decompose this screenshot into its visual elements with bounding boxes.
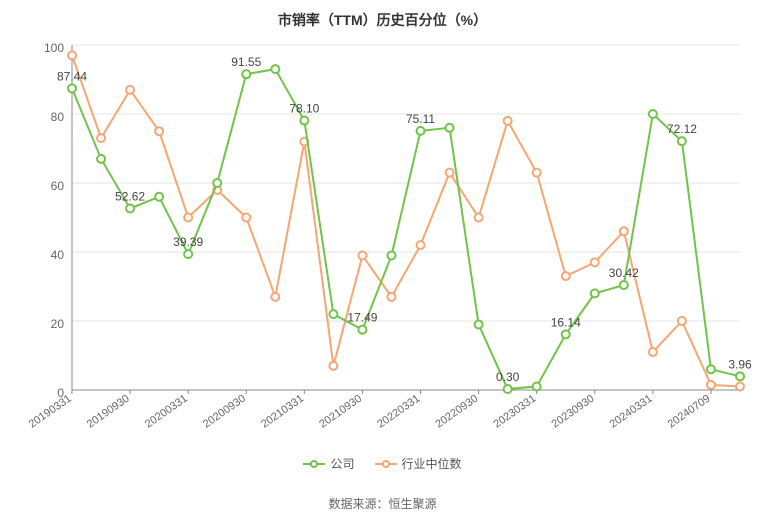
svg-text:20240709: 20240709 [666,393,713,431]
legend-swatch [375,459,397,469]
svg-text:20200331: 20200331 [143,393,190,431]
svg-text:20200930: 20200930 [201,393,248,431]
svg-text:30.42: 30.42 [609,266,639,280]
legend-swatch [303,459,325,469]
svg-text:75.11: 75.11 [406,112,435,126]
svg-text:40: 40 [51,248,65,262]
legend-item-0[interactable]: 公司 [303,455,354,472]
svg-text:100: 100 [44,41,64,55]
svg-text:87.44: 87.44 [57,69,87,83]
svg-text:0.30: 0.30 [496,370,520,384]
svg-text:16.14: 16.14 [551,315,581,329]
legend-item-1[interactable]: 行业中位数 [375,455,462,472]
svg-text:60: 60 [51,179,65,193]
svg-text:80: 80 [51,110,65,124]
svg-text:3.96: 3.96 [728,357,752,371]
svg-text:20: 20 [51,317,65,331]
svg-text:20190331: 20190331 [27,393,74,431]
chart-source: 数据来源：恒生聚源 [0,495,765,512]
chart-plot-area: 0204060801002019033120190930202003312020… [0,0,765,450]
svg-text:20230930: 20230930 [550,393,597,431]
svg-text:20240331: 20240331 [608,393,655,431]
svg-text:20220930: 20220930 [433,393,480,431]
svg-text:20230331: 20230331 [491,393,538,431]
legend-label: 行业中位数 [402,455,462,472]
svg-text:20220331: 20220331 [375,393,422,431]
svg-text:17.49: 17.49 [347,311,377,325]
legend-label: 公司 [330,455,354,472]
svg-text:91.55: 91.55 [231,55,261,69]
svg-text:72.12: 72.12 [667,122,697,136]
svg-text:20210930: 20210930 [317,393,364,431]
svg-text:39.39: 39.39 [173,235,203,249]
chart-legend: 公司 行业中位数 [0,455,765,474]
chart-container: 市销率（TTM）历史百分位（%） 02040608010020190331201… [0,0,765,517]
svg-text:78.10: 78.10 [289,102,319,116]
svg-text:52.62: 52.62 [115,189,145,203]
svg-text:20210331: 20210331 [259,393,306,431]
svg-text:20190930: 20190930 [85,393,132,431]
